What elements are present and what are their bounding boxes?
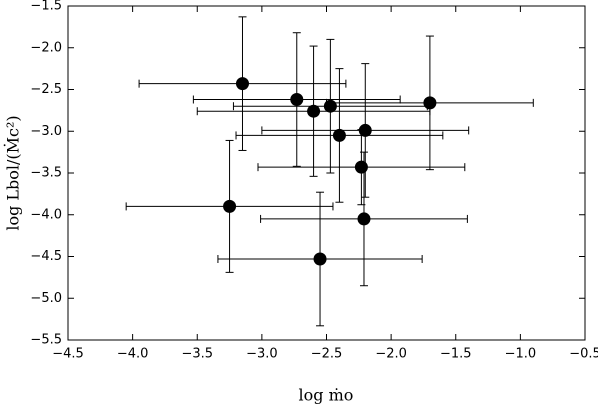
- x-tick-label: −4.5: [52, 347, 84, 362]
- y-tick-label: −3.5: [30, 166, 62, 181]
- y-tick-label: −2.0: [30, 40, 62, 55]
- plot-frame: [67, 5, 586, 341]
- point: [290, 93, 304, 107]
- x-tick-label: −1.5: [440, 347, 472, 362]
- y-axis-label: log Lbol/(Ṁc²): [3, 115, 23, 230]
- x-tick-label: −2.5: [311, 347, 343, 362]
- x-tick-label: −1.0: [505, 347, 537, 362]
- point: [323, 99, 337, 113]
- y-tick-label: −4.0: [30, 207, 62, 222]
- point: [423, 96, 437, 110]
- y-tick-label: −1.5: [30, 0, 62, 14]
- x-tick-label: −0.5: [569, 347, 598, 362]
- point: [357, 212, 371, 226]
- x-tick-label: −4.0: [117, 347, 149, 362]
- point: [332, 128, 346, 142]
- point: [307, 104, 321, 118]
- point: [235, 77, 249, 91]
- y-tick-label: −3.0: [30, 124, 62, 139]
- point: [313, 252, 327, 266]
- point: [223, 199, 237, 213]
- x-axis-label: log ṁo: [299, 386, 354, 405]
- point: [358, 123, 372, 137]
- y-tick-label: −2.5: [30, 82, 62, 97]
- y-tick-label: −5.5: [30, 333, 62, 348]
- y-tick-label: −5.0: [30, 291, 62, 306]
- point: [354, 160, 368, 174]
- x-tick-label: −3.5: [181, 347, 213, 362]
- x-tick-label: −2.0: [375, 347, 407, 362]
- x-tick-label: −3.0: [246, 347, 278, 362]
- y-tick-label: −4.5: [30, 249, 62, 264]
